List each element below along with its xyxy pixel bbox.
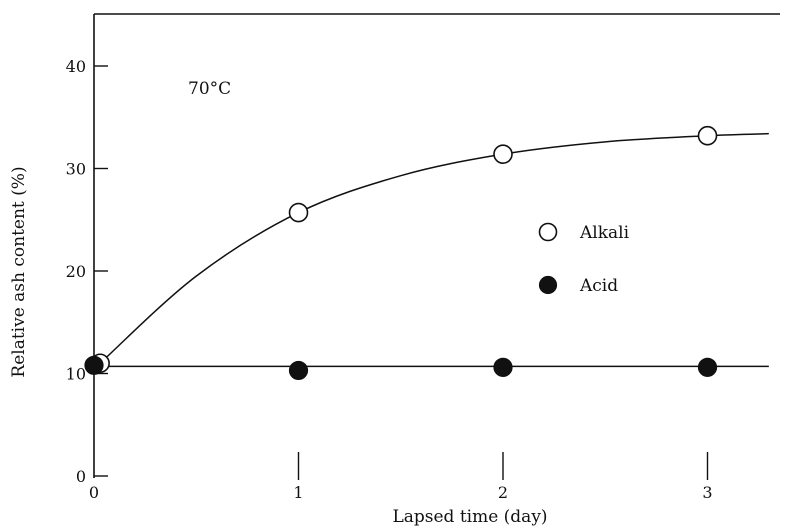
y-axis-title: Relative ash content (%): [9, 166, 29, 377]
data-point-acid: [697, 357, 718, 377]
data-point-alkali: [493, 144, 513, 164]
data-point-alkali: [697, 125, 718, 146]
temperature-annotation: 70°C: [188, 79, 231, 99]
legend: Alkali Acid: [538, 222, 630, 296]
trend-curve-alkali: [99, 132, 769, 364]
x-tick-label: 2: [498, 483, 508, 502]
data-points: [84, 125, 718, 381]
x-tick-label: 0: [89, 483, 99, 502]
trend-curves: [94, 132, 769, 368]
data-point-acid: [288, 360, 309, 381]
legend-label-alkali: Alkali: [579, 223, 630, 243]
axes: [93, 13, 780, 478]
y-tick-label: 40: [66, 57, 86, 76]
y-ticks: 0 10 20 30 40: [66, 57, 108, 486]
y-tick-label: 0: [76, 467, 86, 486]
data-point-acid: [493, 357, 513, 377]
x-axis-title: Lapsed time (day): [392, 507, 547, 527]
y-tick-label: 10: [66, 365, 86, 384]
data-point-acid: [84, 355, 104, 375]
x-tick-label: 3: [702, 483, 712, 502]
x-ticks: 0 1 2 3: [89, 452, 713, 502]
x-tick-label: 1: [293, 483, 303, 502]
legend-label-acid: Acid: [579, 276, 618, 296]
data-point-alkali: [288, 202, 309, 223]
legend-marker-alkali: [538, 222, 558, 242]
y-tick-label: 30: [66, 160, 86, 179]
legend-marker-acid: [538, 275, 558, 295]
y-tick-label: 20: [66, 262, 86, 281]
